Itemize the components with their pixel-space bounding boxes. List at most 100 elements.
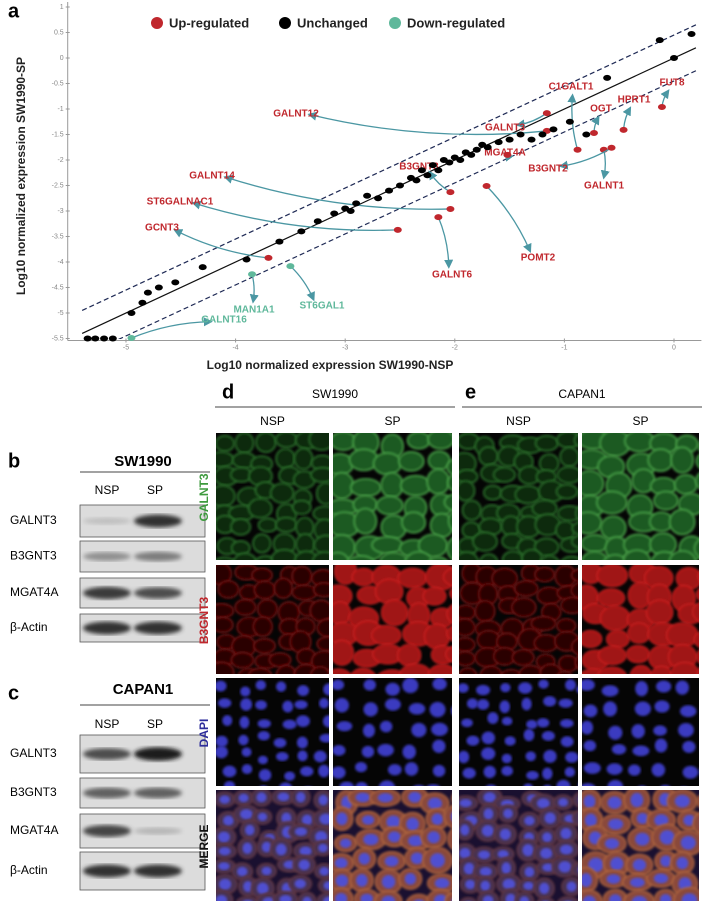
nucleus [322,715,329,728]
gene-label: ST6GALNAC1 [147,197,214,208]
nucleus [577,784,578,786]
gene-label: GALNT6 [432,270,472,281]
data-point [655,37,664,44]
nucleus [682,740,696,753]
nucleus [362,723,375,738]
cell [692,601,699,622]
cell [571,521,578,536]
nucleus [257,730,270,741]
nucleus [379,720,393,733]
imaging-header: SW1990 [312,387,358,401]
nucleus [432,678,447,691]
nucleus [525,751,537,762]
nucleus [505,893,516,901]
nucleus [298,859,310,871]
nucleus [339,838,352,848]
nucleus [336,721,353,732]
micrograph-content [582,433,699,560]
legend-label: Down-regulated [407,15,505,30]
nucleus [522,844,534,857]
micrograph-content [582,678,699,786]
nucleus [639,785,645,786]
nucleus [256,882,269,895]
annotation-arrow [437,216,454,269]
data-point [483,144,492,151]
cell [404,550,433,560]
data-point [607,144,616,151]
nucleus [583,740,597,752]
nucleus [299,846,312,856]
nucleus [408,703,426,715]
cell [582,629,603,649]
cell [297,891,317,901]
nucleus [526,770,539,780]
nucleus [313,750,327,763]
blot-row-label: B3GNT3 [10,785,57,799]
nucleus [601,685,619,697]
cell [442,567,452,587]
nucleus [387,831,401,843]
nucleus [584,813,597,827]
nucleus [479,867,492,877]
cell [702,828,709,848]
gene-label: MAN1A1 [233,305,275,316]
micrograph [333,565,452,674]
cell [446,474,452,492]
nucleus [300,766,314,777]
micrograph-content [582,790,709,901]
nucleus [558,861,572,873]
cell [351,567,376,587]
micrograph [216,678,329,786]
data-point [108,335,117,342]
nucleus [524,866,535,878]
cell [695,454,699,469]
nucleus [632,745,650,757]
nucleus [476,684,491,696]
cell [693,632,699,648]
condition-label: SP [632,414,648,428]
blot-band [83,864,131,878]
lane-label: SP [147,717,163,731]
nucleus [404,762,419,776]
cell [236,895,260,901]
nucleus [543,749,557,763]
gene-label: POMT2 [521,253,556,264]
nucleus [386,815,401,829]
cell [696,668,699,674]
data-point [374,195,383,202]
nucleus [339,781,354,786]
cell [459,617,476,637]
cell [275,516,298,533]
nucleus [539,882,550,895]
nucleus [583,704,598,718]
micrograph-content [333,433,452,560]
nucleus [239,716,250,729]
nucleus [319,697,329,709]
cell [513,580,539,597]
nucleus [363,833,379,846]
nucleus [216,894,228,901]
nucleus [603,701,618,717]
cell [293,447,314,471]
nucleus [385,682,400,696]
nucleus [680,835,696,850]
nucleus [651,763,666,777]
cell [232,552,258,560]
nucleus [257,812,268,821]
cell [312,582,329,598]
cell [570,534,578,549]
cell [582,534,610,553]
annotation-arrow [622,106,632,130]
nucleus [481,747,496,760]
nucleus [296,715,310,727]
micrograph-content [459,790,578,901]
cell [555,483,578,500]
cell [398,451,425,472]
micrograph-content [333,565,452,674]
micrograph [582,433,699,560]
nucleus [294,879,306,889]
data-point [538,131,547,138]
cell [216,556,235,560]
gene-label: GCNT3 [145,223,179,234]
x-tick-label: -5 [123,344,129,351]
